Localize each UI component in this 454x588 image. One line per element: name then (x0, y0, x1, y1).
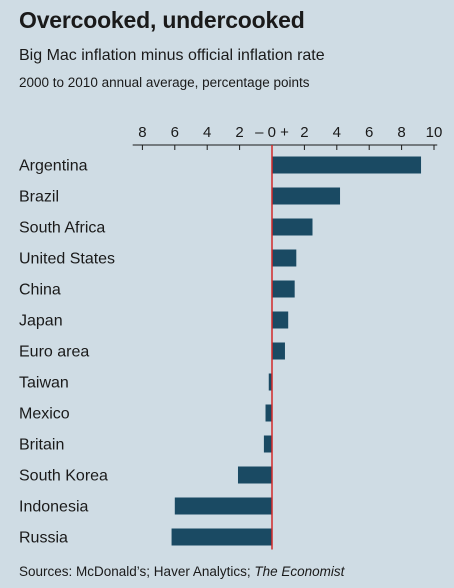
category-label: China (19, 282, 61, 299)
bar-japan (272, 311, 289, 329)
bar-mexico (265, 404, 272, 422)
x-tick-label: 2 (300, 124, 308, 141)
bar-china (272, 280, 295, 298)
category-label: Taiwan (19, 375, 69, 392)
category-label: South Korea (19, 468, 108, 485)
bar-britain (263, 435, 272, 453)
bar-argentina (272, 156, 422, 174)
chart-title: Overcooked, undercooked (19, 7, 305, 33)
category-label: Argentina (19, 158, 88, 175)
category-label: South Africa (19, 220, 105, 237)
bar-taiwan (268, 373, 272, 391)
x-tick-label: – 0 + (255, 124, 289, 141)
category-label: Britain (19, 437, 64, 454)
bar-indonesia (174, 497, 272, 515)
x-tick-label: 4 (333, 124, 341, 141)
x-tick-label: 6 (171, 124, 179, 141)
bar-euro-area (272, 342, 285, 360)
chart-subtitle: Big Mac inflation minus official inflati… (19, 47, 325, 64)
category-labels-layer: Argentina Brazil South Africa United States… (19, 158, 115, 547)
bar-south-korea (237, 466, 272, 484)
bar-united-states (272, 249, 297, 267)
category-label: Indonesia (19, 499, 88, 516)
source-note: Sources: McDonald’s; Haver Analytics; Th… (19, 564, 344, 579)
x-tick-label: 2 (235, 124, 243, 141)
x-tick-label: 8 (138, 124, 146, 141)
axis-layer: 8 6 4 2 – 0 + 2 4 6 8 10 (132, 124, 443, 150)
x-tick-label: 10 (426, 124, 443, 141)
bar-russia (171, 528, 272, 546)
category-label: Brazil (19, 189, 59, 206)
bar-brazil (272, 187, 341, 205)
x-tick-label: 4 (203, 124, 211, 141)
bars-layer (171, 156, 422, 546)
bar-south-africa (272, 218, 313, 236)
chart-subtitle-units: 2000 to 2010 annual average, percentage … (19, 75, 310, 90)
source-prefix: Sources: McDonald’s; Haver Analytics; (19, 564, 255, 579)
category-label: Euro area (19, 344, 89, 361)
category-label: Japan (19, 313, 63, 330)
source-publication: The Economist (254, 564, 345, 579)
x-tick-label: 6 (365, 124, 373, 141)
category-label: United States (19, 251, 115, 268)
category-label: Russia (19, 530, 68, 547)
x-tick-label: 8 (397, 124, 405, 141)
category-label: Mexico (19, 406, 70, 423)
